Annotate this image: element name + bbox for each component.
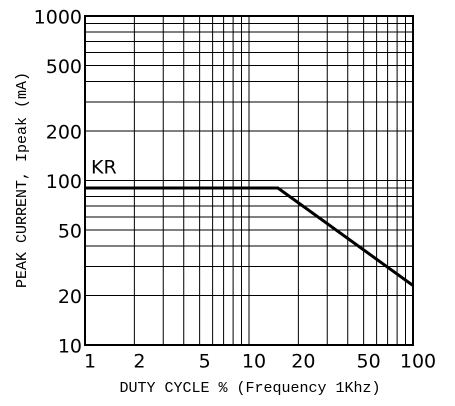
y-tick-label: 100 bbox=[46, 171, 82, 193]
y-tick-label: 10 bbox=[58, 336, 82, 358]
x-tick-label: 10 bbox=[242, 351, 266, 373]
x-tick-label: 20 bbox=[291, 351, 315, 373]
line bbox=[85, 186, 414, 287]
y-tick-label: 20 bbox=[58, 286, 82, 308]
x-tick-label: 1 bbox=[84, 351, 96, 373]
x-axis-label: DUTY CYCLE % (Frequency 1Khz) bbox=[119, 380, 380, 397]
x-tick-label: 100 bbox=[400, 351, 436, 373]
x-tick-label: 2 bbox=[133, 351, 145, 373]
plot-frame bbox=[84, 15, 414, 346]
y-tick-label: 1000 bbox=[34, 7, 82, 29]
annotation: KR bbox=[91, 157, 117, 179]
x-tick-label: 50 bbox=[357, 351, 381, 373]
y-tick-label: 200 bbox=[46, 121, 82, 143]
x-tick-label: 5 bbox=[199, 351, 211, 373]
y-axis-label: PEAK CURRENT, Ipeak (mA) bbox=[14, 72, 31, 288]
y-tick-label: 500 bbox=[46, 56, 82, 78]
y-tick-label: 50 bbox=[58, 221, 82, 243]
